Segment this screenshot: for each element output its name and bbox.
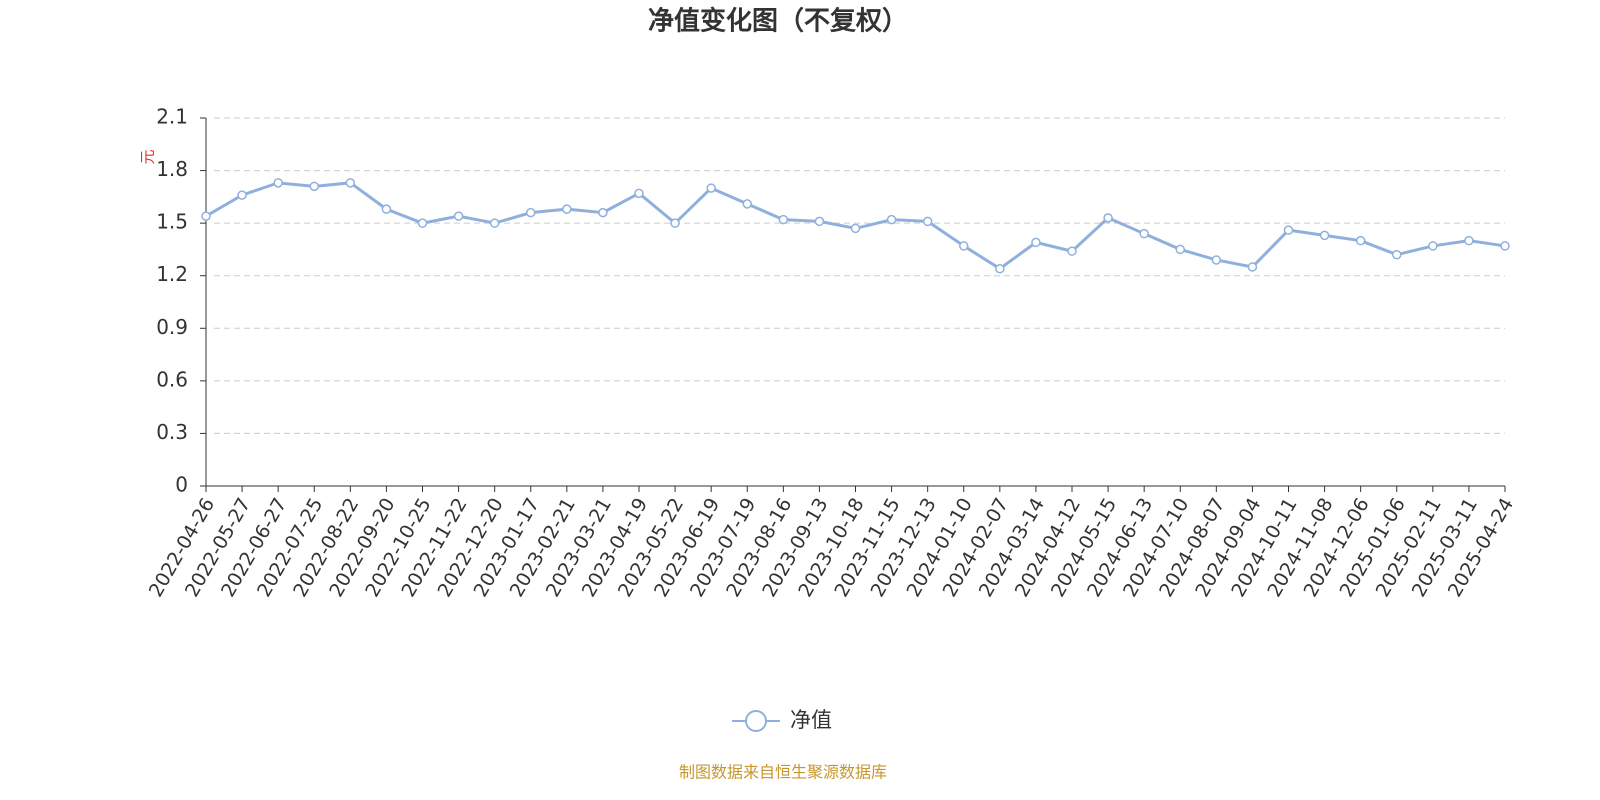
point xyxy=(1355,235,1366,246)
point xyxy=(922,216,933,227)
point xyxy=(417,218,428,228)
point xyxy=(706,183,716,193)
point xyxy=(273,178,283,188)
point xyxy=(598,207,608,218)
point xyxy=(1464,235,1474,246)
point xyxy=(1392,249,1402,260)
y-tick-label: 2.1 xyxy=(156,105,188,129)
point xyxy=(742,199,752,209)
point xyxy=(201,211,211,221)
point xyxy=(1031,237,1041,248)
chart-title: 净值变化图（不复权） xyxy=(648,6,908,37)
y-tick-label: 0.9 xyxy=(156,315,188,339)
point xyxy=(237,190,247,200)
y-tick-label: 1.2 xyxy=(156,262,188,286)
legend-label: 净值 xyxy=(790,708,832,732)
legend-marker xyxy=(745,710,767,732)
y-tick-label: 0.6 xyxy=(156,367,188,391)
point xyxy=(670,218,680,228)
point xyxy=(778,214,789,225)
point xyxy=(1319,230,1330,241)
point xyxy=(381,204,392,214)
point xyxy=(345,178,356,188)
point xyxy=(1428,241,1438,251)
point xyxy=(850,223,861,234)
point xyxy=(995,263,1005,274)
point xyxy=(453,211,464,221)
point xyxy=(814,216,825,227)
source-note: 制图数据来自恒生聚源数据库 xyxy=(679,763,887,782)
point xyxy=(1283,225,1294,235)
y-tick-label: 0.3 xyxy=(156,420,188,444)
point xyxy=(1139,228,1149,239)
point xyxy=(1175,244,1185,255)
point xyxy=(1247,262,1258,272)
point xyxy=(1211,255,1222,265)
point xyxy=(489,218,500,228)
y-axis-label: 元 xyxy=(139,149,157,164)
point xyxy=(1103,213,1113,223)
point xyxy=(1067,246,1077,256)
y-tick-label: 0 xyxy=(175,473,188,497)
point xyxy=(886,214,897,225)
point xyxy=(634,188,644,199)
point xyxy=(562,204,572,214)
point xyxy=(526,207,536,218)
point xyxy=(1500,241,1510,251)
y-tick-label: 1.5 xyxy=(156,210,188,234)
y-tick-label: 1.8 xyxy=(156,157,188,181)
point xyxy=(309,181,319,192)
point xyxy=(959,241,969,251)
